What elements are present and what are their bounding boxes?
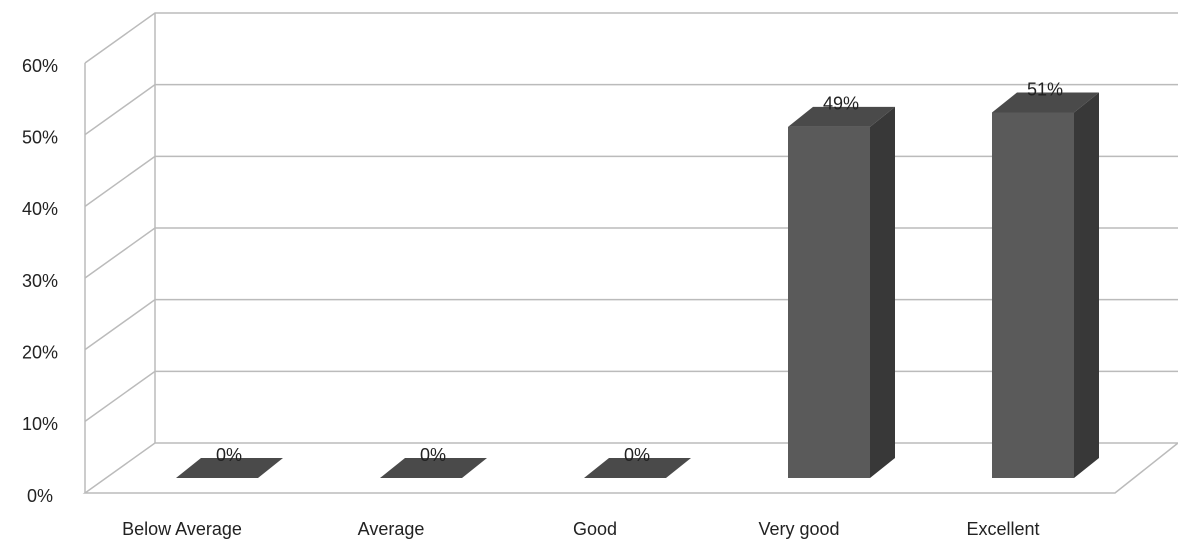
y-tick-label: 50% — [22, 127, 58, 147]
bar-top — [788, 106, 895, 127]
bar-side — [870, 106, 895, 478]
bar-top — [584, 458, 691, 478]
bar-top — [380, 458, 487, 478]
bar-top — [992, 92, 1099, 113]
x-tick-label: Very good — [758, 519, 839, 539]
bar — [584, 458, 691, 478]
value-label: 0% — [624, 445, 650, 465]
x-tick-label: Excellent — [966, 519, 1039, 539]
value-label: 0% — [216, 445, 242, 465]
y-tick-label: 10% — [22, 414, 58, 434]
grid-line — [84, 83, 1178, 136]
bar — [380, 458, 487, 478]
bar-front — [788, 126, 870, 478]
value-label: 0% — [420, 445, 446, 465]
bar-front — [992, 112, 1074, 478]
bar-side — [1074, 92, 1099, 478]
value-label: 49% — [823, 94, 859, 114]
y-tick-label: 60% — [22, 56, 58, 76]
y-tick-label: 0% — [27, 486, 53, 506]
grid-line — [84, 12, 1178, 64]
value-label: 51% — [1027, 79, 1063, 99]
floor — [82, 442, 1178, 494]
y-tick-label: 30% — [22, 271, 58, 291]
bar — [176, 458, 283, 478]
y-tick-label: 20% — [22, 342, 58, 362]
bar-top — [176, 458, 283, 478]
y-tick-label: 40% — [22, 199, 58, 219]
x-tick-label: Good — [573, 519, 617, 539]
bar — [992, 92, 1099, 478]
x-tick-label: Below Average — [122, 519, 242, 539]
bar — [788, 106, 895, 478]
x-tick-label: Average — [358, 519, 425, 539]
